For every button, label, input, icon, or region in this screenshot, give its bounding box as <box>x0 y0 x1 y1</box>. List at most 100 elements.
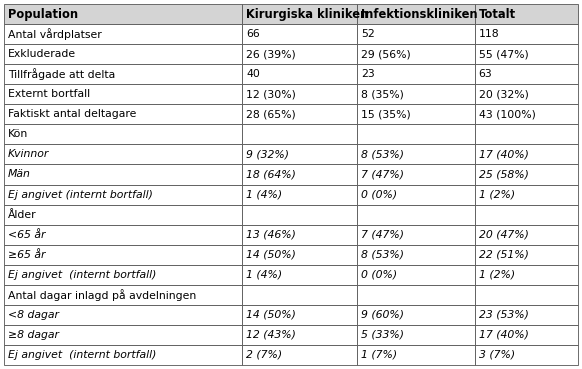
Text: 20 (47%): 20 (47%) <box>478 230 528 239</box>
Text: 1 (2%): 1 (2%) <box>478 270 515 280</box>
Bar <box>242 265 357 285</box>
Text: 20 (32%): 20 (32%) <box>478 89 528 99</box>
Text: 23: 23 <box>361 69 375 79</box>
Bar <box>4 165 242 184</box>
Bar <box>242 285 357 305</box>
Text: Män: Män <box>8 169 31 179</box>
Bar <box>242 225 357 245</box>
Text: 1 (4%): 1 (4%) <box>246 190 282 200</box>
Bar <box>357 245 475 265</box>
Text: 28 (65%): 28 (65%) <box>246 109 296 119</box>
Text: Infektionskliniken: Infektionskliniken <box>361 7 478 21</box>
Bar <box>4 4 242 24</box>
Text: Tillfrågade att delta: Tillfrågade att delta <box>8 68 115 80</box>
Text: 23 (53%): 23 (53%) <box>478 310 528 320</box>
Text: 25 (58%): 25 (58%) <box>478 169 528 179</box>
Bar <box>242 24 357 44</box>
Text: 5 (33%): 5 (33%) <box>361 330 404 340</box>
Bar <box>357 84 475 104</box>
Text: <65 år: <65 år <box>8 230 45 239</box>
Text: 3 (7%): 3 (7%) <box>478 350 515 360</box>
Text: 9 (60%): 9 (60%) <box>361 310 404 320</box>
Text: Ej angivet  (internt bortfall): Ej angivet (internt bortfall) <box>8 270 157 280</box>
Bar <box>4 24 242 44</box>
Bar <box>4 265 242 285</box>
Bar <box>357 165 475 184</box>
Text: 9 (32%): 9 (32%) <box>246 149 289 159</box>
Bar <box>357 325 475 345</box>
Text: 55 (47%): 55 (47%) <box>478 49 528 59</box>
Bar <box>242 124 357 144</box>
Text: Faktiskt antal deltagare: Faktiskt antal deltagare <box>8 109 136 119</box>
Text: 52: 52 <box>361 29 375 39</box>
Bar <box>357 64 475 84</box>
Text: 1 (2%): 1 (2%) <box>478 190 515 200</box>
Bar <box>242 44 357 64</box>
Bar <box>4 84 242 104</box>
Text: 14 (50%): 14 (50%) <box>246 310 296 320</box>
Bar <box>357 204 475 225</box>
Text: 29 (56%): 29 (56%) <box>361 49 411 59</box>
Bar <box>4 124 242 144</box>
Text: 7 (47%): 7 (47%) <box>361 169 404 179</box>
Text: <8 dagar: <8 dagar <box>8 310 59 320</box>
Bar <box>242 184 357 204</box>
Text: Exkluderade: Exkluderade <box>8 49 76 59</box>
Bar <box>4 345 242 365</box>
Bar <box>475 64 578 84</box>
Text: 118: 118 <box>478 29 499 39</box>
Text: Population: Population <box>8 7 78 21</box>
Text: Kvinnor: Kvinnor <box>8 149 49 159</box>
Text: 18 (64%): 18 (64%) <box>246 169 296 179</box>
Text: ≥8 dagar: ≥8 dagar <box>8 330 59 340</box>
Bar <box>475 84 578 104</box>
Bar <box>4 64 242 84</box>
Bar <box>242 325 357 345</box>
Bar <box>242 64 357 84</box>
Text: Totalt: Totalt <box>478 7 516 21</box>
Text: 1 (4%): 1 (4%) <box>246 270 282 280</box>
Text: 43 (100%): 43 (100%) <box>478 109 535 119</box>
Text: Kön: Kön <box>8 130 29 139</box>
Bar <box>475 245 578 265</box>
Bar <box>475 265 578 285</box>
Text: 12 (30%): 12 (30%) <box>246 89 296 99</box>
Bar <box>475 345 578 365</box>
Text: 7 (47%): 7 (47%) <box>361 230 404 239</box>
Bar <box>475 165 578 184</box>
Text: 26 (39%): 26 (39%) <box>246 49 296 59</box>
Text: 12 (43%): 12 (43%) <box>246 330 296 340</box>
Text: Ålder: Ålder <box>8 210 37 220</box>
Text: 8 (35%): 8 (35%) <box>361 89 404 99</box>
Text: Antal vårdplatser: Antal vårdplatser <box>8 28 102 40</box>
Text: 40: 40 <box>246 69 260 79</box>
Bar <box>4 285 242 305</box>
Bar <box>357 124 475 144</box>
Bar <box>475 285 578 305</box>
Bar <box>357 4 475 24</box>
Bar <box>357 184 475 204</box>
Text: 8 (53%): 8 (53%) <box>361 250 404 260</box>
Bar <box>475 4 578 24</box>
Bar <box>242 4 357 24</box>
Text: 8 (53%): 8 (53%) <box>361 149 404 159</box>
Bar <box>242 165 357 184</box>
Text: 0 (0%): 0 (0%) <box>361 190 397 200</box>
Bar <box>4 144 242 165</box>
Text: 13 (46%): 13 (46%) <box>246 230 296 239</box>
Bar <box>475 325 578 345</box>
Bar <box>242 305 357 325</box>
Bar <box>4 44 242 64</box>
Bar <box>475 305 578 325</box>
Bar <box>475 24 578 44</box>
Text: 22 (51%): 22 (51%) <box>478 250 528 260</box>
Bar <box>475 184 578 204</box>
Bar <box>475 204 578 225</box>
Bar <box>357 285 475 305</box>
Text: 15 (35%): 15 (35%) <box>361 109 411 119</box>
Bar <box>475 44 578 64</box>
Bar <box>475 104 578 124</box>
Text: Kirurgiska kliniken: Kirurgiska kliniken <box>246 7 368 21</box>
Bar <box>4 204 242 225</box>
Bar <box>357 345 475 365</box>
